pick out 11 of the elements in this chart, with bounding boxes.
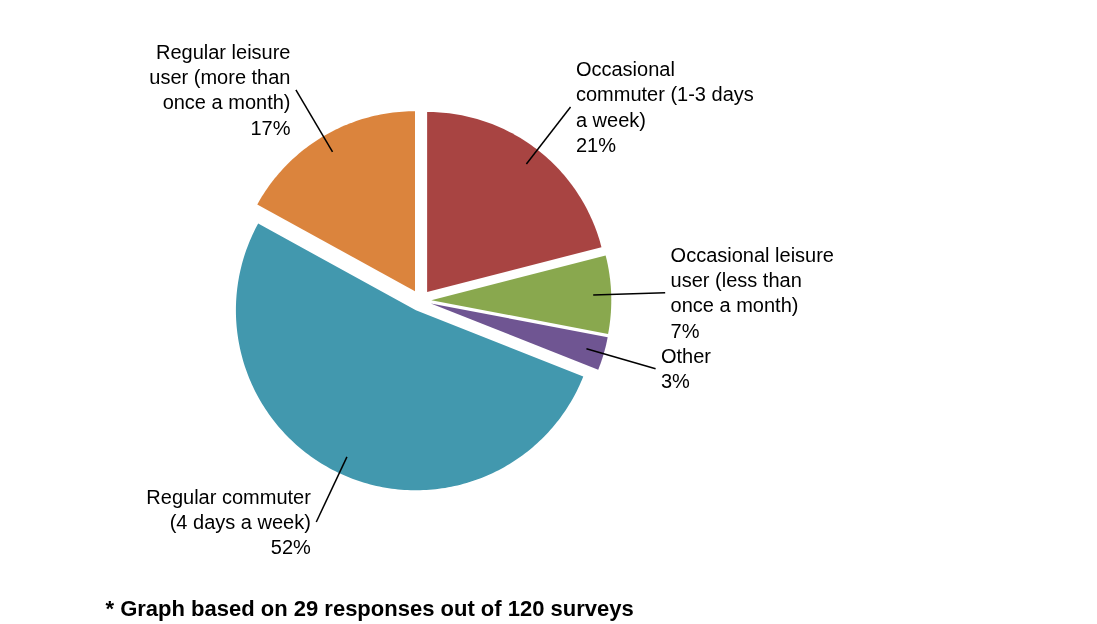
data-label: 3% <box>660 370 691 393</box>
slice-label: Other <box>660 345 712 368</box>
data-label: 17% <box>250 116 291 139</box>
slice-label: Regular leisure user (more than once a month) <box>149 40 291 114</box>
data-label: 21% <box>575 134 617 157</box>
text: * Graph based on 29 responses out of 120 surveys <box>105 595 634 621</box>
slice-label: Occasional leisure user (less than once a month) <box>670 243 834 317</box>
data-label: 7% <box>670 319 700 342</box>
slice-label: Regular commuter (4 days a week) <box>146 485 312 533</box>
slice-label: Occasional commuter (1-3 days a week) <box>575 58 754 131</box>
data-label: 52% <box>270 536 312 559</box>
